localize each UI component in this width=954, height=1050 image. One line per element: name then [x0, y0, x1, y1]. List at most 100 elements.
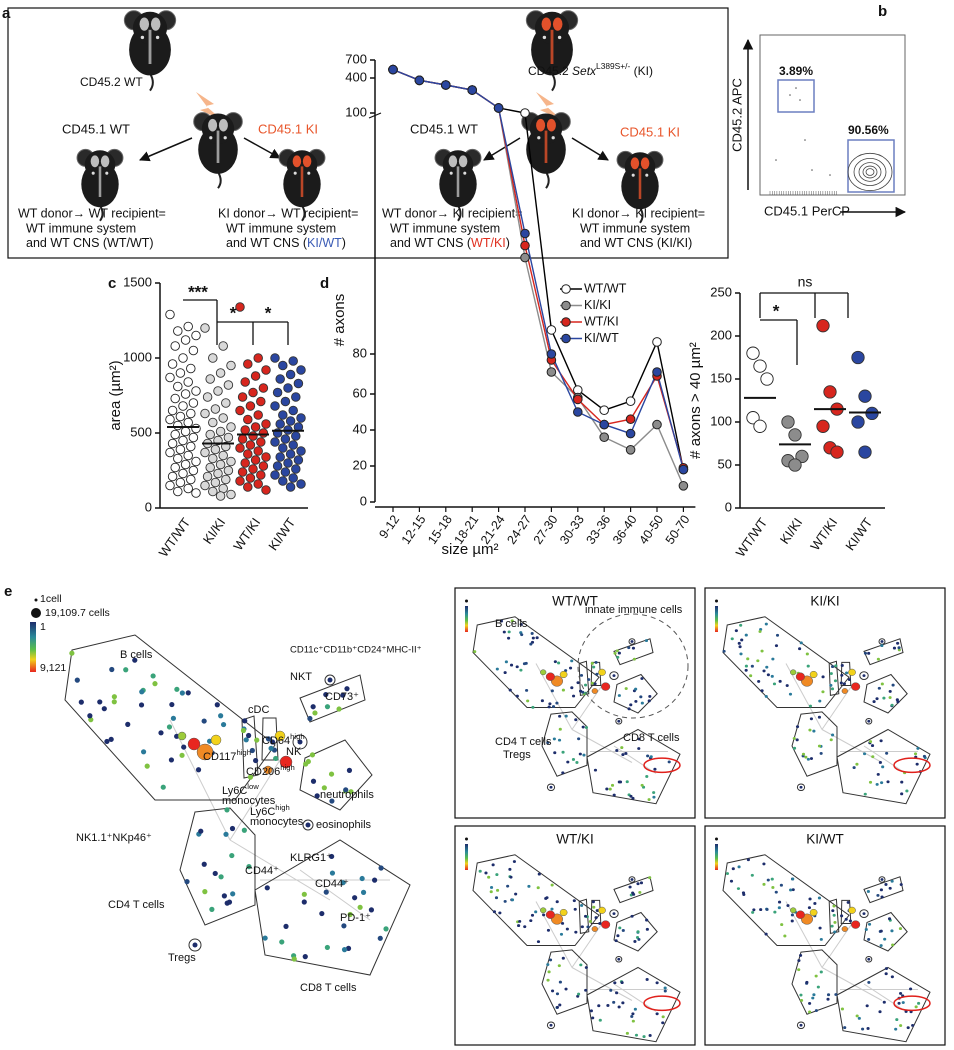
data-dot: [226, 422, 236, 432]
cluster-node: [826, 997, 830, 1001]
cluster-node: [383, 926, 389, 932]
cluster-node: [247, 774, 254, 780]
cluster-node: [262, 935, 268, 941]
x-tick-label: WT/WT: [156, 515, 194, 560]
panel-letter: c: [108, 275, 116, 292]
cluster-node: [818, 926, 822, 930]
cluster-node: [851, 683, 860, 691]
label-part: ): [506, 236, 510, 250]
cluster-node: [572, 899, 576, 903]
data-dot: [256, 396, 266, 407]
cluster-node: [535, 636, 539, 640]
data-dot: [165, 414, 175, 425]
label-part: (KI): [630, 64, 653, 78]
cluster-node: [796, 911, 805, 919]
mouse-icon: [616, 150, 664, 224]
cluster-node: [750, 664, 754, 668]
cluster-node: [628, 885, 632, 889]
cluster-label: CD73⁺: [325, 691, 359, 703]
mouse-spine: [638, 168, 642, 199]
cluster-node: [520, 633, 524, 637]
cluster-node: [737, 865, 741, 869]
caption-line: and WT CNS (KI/WT): [226, 236, 346, 250]
cluster-node: [762, 882, 766, 886]
cluster-node: [579, 673, 584, 677]
mouse-icon: [193, 112, 243, 189]
cluster-node: [876, 772, 880, 776]
data-dot: [240, 377, 250, 387]
subpanel-frame: [704, 587, 946, 819]
cluster-node: [314, 793, 320, 799]
cluster-node: [870, 744, 875, 747]
cluster-node: [914, 1005, 918, 1009]
cluster-node: [880, 682, 884, 686]
edge: [614, 746, 656, 774]
cluster-node: [168, 757, 175, 763]
cluster-node: [786, 904, 790, 907]
cluster-node: [264, 885, 270, 891]
data-dot: [280, 467, 291, 477]
cluster-node: [866, 890, 870, 893]
cluster-node: [730, 637, 734, 641]
data-dot: [183, 450, 193, 461]
data-dot: [183, 377, 193, 387]
cluster-node: [592, 926, 598, 931]
cluster-node: [880, 640, 884, 643]
cluster-node: [826, 993, 831, 997]
cluster-node: [863, 792, 867, 796]
data-dot: [165, 480, 175, 491]
y-tick-label: 200: [710, 327, 732, 342]
cluster-node: [780, 923, 784, 927]
cluster-node: [617, 1005, 621, 1009]
cluster-node: [166, 724, 173, 730]
subpanel-frame: [454, 587, 696, 819]
cluster-hull: [547, 784, 554, 791]
cluster-node: [637, 737, 641, 741]
cluster-node: [508, 688, 512, 692]
cluster-node: [564, 714, 568, 718]
cluster-node: [218, 874, 224, 880]
caption-line: WT donor→ WT recipient=: [18, 206, 166, 220]
cluster-node: [833, 930, 837, 934]
cluster-node: [179, 690, 185, 696]
cluster-node: [526, 699, 530, 703]
cluster-node: [791, 888, 795, 892]
cluster-node: [629, 703, 633, 707]
cluster-node: [507, 636, 511, 640]
cluster-node: [310, 778, 317, 784]
cluster-node: [840, 914, 844, 918]
arrow: [483, 137, 521, 161]
cluster-label: Ly6Clow: [222, 782, 259, 797]
cluster-hull: [180, 808, 255, 925]
data-dot: [200, 323, 210, 333]
data-dot: [858, 389, 872, 403]
cluster-node: [725, 872, 730, 875]
significance: *: [773, 301, 780, 320]
cluster-node: [125, 721, 131, 727]
cluster-node: [340, 880, 346, 886]
cluster-node: [890, 975, 894, 979]
data-dot: [186, 474, 196, 485]
mouse-eye: [91, 171, 95, 175]
caption-line: WT immune system: [26, 221, 136, 235]
color-bar: [30, 622, 36, 672]
cluster-node: [857, 1016, 861, 1020]
cluster-node: [833, 920, 837, 924]
cluster-node: [647, 798, 651, 801]
cluster-hull: [255, 840, 410, 975]
label-part: high: [275, 803, 290, 812]
cluster-node: [575, 761, 579, 764]
cluster-node: [790, 919, 794, 923]
cluster-hull: [303, 820, 313, 830]
series-marker: [414, 75, 425, 86]
cluster-hull: [797, 1022, 804, 1029]
y-tick-label: 700: [345, 51, 367, 66]
cluster-node: [913, 752, 918, 756]
cluster-node: [890, 879, 894, 883]
cluster-node: [851, 921, 860, 929]
data-dot: [285, 369, 296, 380]
mouse-brain: [640, 157, 650, 170]
cluster-label: KLRG1⁺: [290, 852, 332, 864]
cluster-node: [179, 752, 185, 758]
cluster-node: [896, 700, 900, 704]
